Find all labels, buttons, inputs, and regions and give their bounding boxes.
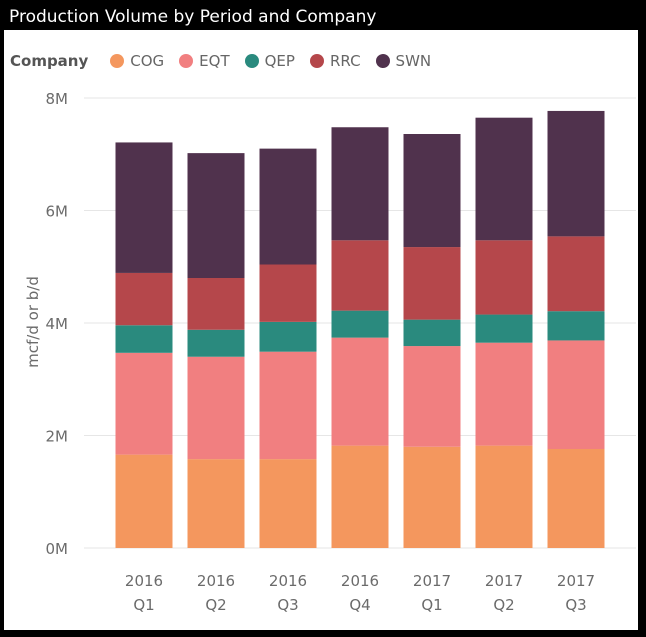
bar-segment-swn[interactable]	[115, 142, 173, 273]
bars	[115, 110, 605, 548]
x-tick-label-year: 2016	[269, 572, 307, 590]
bar-segment-cog[interactable]	[475, 445, 533, 548]
y-tick-label: 0M	[46, 540, 69, 558]
bar-segment-rrc[interactable]	[259, 264, 317, 322]
bar-segment-rrc[interactable]	[475, 240, 533, 315]
bar-segment-eqt[interactable]	[475, 342, 533, 446]
bar-segment-eqt[interactable]	[331, 337, 389, 446]
legend-label-cog: COG	[130, 52, 165, 70]
bar-segment-cog[interactable]	[115, 454, 173, 548]
x-tick-label-quarter: Q3	[565, 596, 586, 614]
legend-label-rrc: RRC	[329, 52, 361, 70]
bar-segment-rrc[interactable]	[331, 240, 389, 311]
legend-item-eqt[interactable]: EQT	[179, 52, 230, 70]
y-tick-label: 8M	[46, 90, 69, 108]
stacked-bar-chart: 0M 2M 4M 6M 8M 2016 Q1 2016 Q2 2016 Q3 2016 Q4 2017 Q…	[24, 90, 636, 614]
legend-dot-swn	[375, 54, 390, 68]
bar-segment-rrc[interactable]	[115, 272, 173, 326]
bar-segment-cog[interactable]	[403, 446, 461, 548]
chart-panel: Company COG EQT QEP RRC SWN	[4, 30, 638, 630]
x-tick-label-year: 2017	[557, 572, 595, 590]
bar-segment-swn[interactable]	[331, 127, 389, 241]
x-tick-label-year: 2017	[485, 572, 523, 590]
bar-segment-swn[interactable]	[403, 134, 461, 248]
bar-segment-swn[interactable]	[259, 148, 317, 265]
bar-segment-qep[interactable]	[475, 314, 533, 343]
bar-segment-cog[interactable]	[259, 459, 317, 548]
bar-segment-rrc[interactable]	[403, 247, 461, 320]
legend-dot-eqt	[179, 54, 194, 68]
x-tick-label-quarter: Q1	[421, 596, 442, 614]
y-tick-label: 4M	[46, 315, 69, 333]
x-axis-ticks: 2016 Q1 2016 Q2 2016 Q3 2016 Q4 2017 Q1 2017 Q2 2017…	[125, 572, 595, 614]
legend-item-rrc[interactable]: RRC	[309, 52, 361, 70]
bar-segment-eqt[interactable]	[259, 351, 317, 460]
bar-segment-eqt[interactable]	[187, 356, 245, 460]
bar-segment-qep[interactable]	[331, 310, 389, 338]
bar-segment-qep[interactable]	[259, 321, 317, 352]
bar-segment-cog[interactable]	[187, 459, 245, 548]
y-tick-label: 2M	[46, 428, 69, 446]
legend-item-swn[interactable]: SWN	[375, 52, 432, 70]
x-tick-label-quarter: Q3	[277, 596, 298, 614]
chart-title: Production Volume by Period and Company	[0, 0, 646, 30]
bar-segment-cog[interactable]	[331, 445, 389, 548]
x-tick-label-year: 2017	[413, 572, 451, 590]
bar-segment-qep[interactable]	[115, 325, 173, 353]
legend-label-swn: SWN	[395, 52, 432, 70]
bar-segment-cog[interactable]	[547, 449, 605, 548]
legend-dot-rrc	[309, 54, 324, 68]
y-tick-label: 6M	[46, 203, 69, 221]
y-axis-ticks: 0M 2M 4M 6M 8M	[46, 90, 69, 558]
bar-segment-eqt[interactable]	[115, 352, 173, 455]
bar-segment-qep[interactable]	[187, 329, 245, 357]
bar-segment-swn[interactable]	[475, 117, 533, 241]
x-tick-label-year: 2016	[197, 572, 235, 590]
bar-segment-rrc[interactable]	[547, 236, 605, 312]
legend-item-qep[interactable]: QEP	[244, 52, 295, 70]
bar-segment-eqt[interactable]	[547, 340, 605, 449]
x-tick-label-quarter: Q2	[205, 596, 226, 614]
x-tick-label-year: 2016	[125, 572, 163, 590]
bar-segment-qep[interactable]	[547, 311, 605, 341]
bar-segment-swn[interactable]	[547, 110, 605, 237]
x-tick-label-year: 2016	[341, 572, 379, 590]
legend-dot-cog	[110, 54, 125, 68]
legend-item-cog[interactable]: COG	[110, 52, 164, 70]
x-tick-label-quarter: Q2	[493, 596, 514, 614]
legend-label-qep: QEP	[264, 52, 295, 70]
y-axis-label: mcf/d or b/d	[24, 276, 42, 368]
bar-segment-swn[interactable]	[187, 153, 245, 278]
bar-segment-eqt[interactable]	[403, 346, 461, 447]
legend-title: Company	[10, 52, 89, 70]
x-tick-label-quarter: Q4	[349, 596, 370, 614]
x-tick-label-quarter: Q1	[133, 596, 154, 614]
bar-segment-rrc[interactable]	[187, 278, 245, 330]
legend-label-eqt: EQT	[199, 52, 230, 70]
bar-segment-qep[interactable]	[403, 319, 461, 347]
legend: Company COG EQT QEP RRC SWN	[10, 50, 446, 72]
legend-dot-qep	[244, 54, 259, 68]
